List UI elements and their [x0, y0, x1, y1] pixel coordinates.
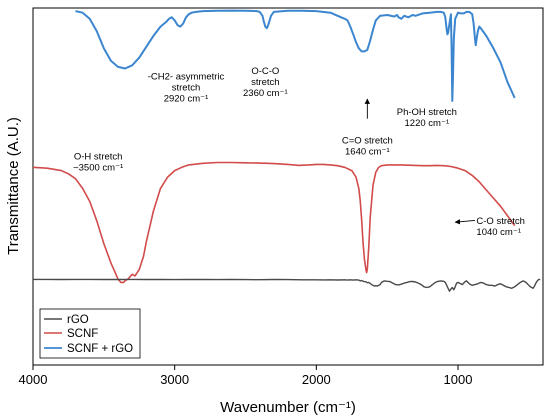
legend-label-rGO: rGO	[67, 314, 89, 326]
x-tick-label: 3000	[160, 372, 189, 387]
series-line-SCNF	[32, 161, 516, 284]
annotation-label: C-O stretch 1040 cm⁻¹	[476, 216, 525, 238]
annotation-line: stretch	[172, 82, 201, 93]
annotation-line: 2360 cm⁻¹	[243, 88, 288, 99]
annotation-line: 1040 cm⁻¹	[476, 227, 521, 238]
annotation-label: -CH2- asymmetric stretch 2920 cm⁻¹	[148, 71, 225, 104]
annotation-label: O-H stretch ~3500 cm⁻¹	[73, 152, 123, 174]
annotation-line: stretch	[251, 77, 280, 88]
annotation-layer: O-H stretch ~3500 cm⁻¹-CH2- asymmetric str…	[73, 66, 525, 238]
annotation-line: 2920 cm⁻¹	[164, 93, 209, 104]
annotation-line: ~3500 cm⁻¹	[73, 163, 123, 174]
legend-label-SCNF-rGO: SCNF + rGO	[67, 343, 133, 355]
annotation-line: O-C-O	[251, 66, 279, 77]
annotation-line: -CH2- asymmetric	[148, 71, 225, 82]
series-line-SCNF-rGO	[75, 9, 516, 102]
y-axis-title: Transmittance (A.U.)	[5, 117, 22, 255]
x-axis-title: Wavenumber (cm⁻¹)	[220, 399, 356, 416]
annotation-label: Ph-OH stretch 1220 cm⁻¹	[397, 107, 457, 129]
x-tick-label: 4000	[19, 372, 48, 387]
annotation-label: O-C-O stretch 2360 cm⁻¹	[243, 66, 288, 99]
annotation-arrow	[454, 219, 476, 225]
x-tick-label: 1000	[444, 372, 473, 387]
annotation-line: C-O stretch	[476, 216, 525, 227]
annotation-line: Ph-OH stretch	[397, 107, 457, 118]
annotation-line: 1220 cm⁻¹	[405, 118, 450, 129]
series-line-rGO	[33, 278, 541, 292]
legend-label-SCNF: SCNF	[67, 328, 98, 340]
series-layer	[32, 9, 541, 292]
plot-frame	[32, 7, 544, 366]
annotation-line: C=O stretch	[342, 136, 393, 147]
legend: rGO SCNF SCNF + rGO	[39, 308, 141, 359]
annotation-line: O-H stretch	[74, 152, 123, 163]
x-tick-label: 2000	[302, 372, 331, 387]
x-axis-ticks: 4000 3000 2000 1000	[19, 365, 473, 387]
annotation-line: 1640 cm⁻¹	[345, 147, 390, 158]
annotation-label: C=O stretch 1640 cm⁻¹	[342, 136, 393, 158]
